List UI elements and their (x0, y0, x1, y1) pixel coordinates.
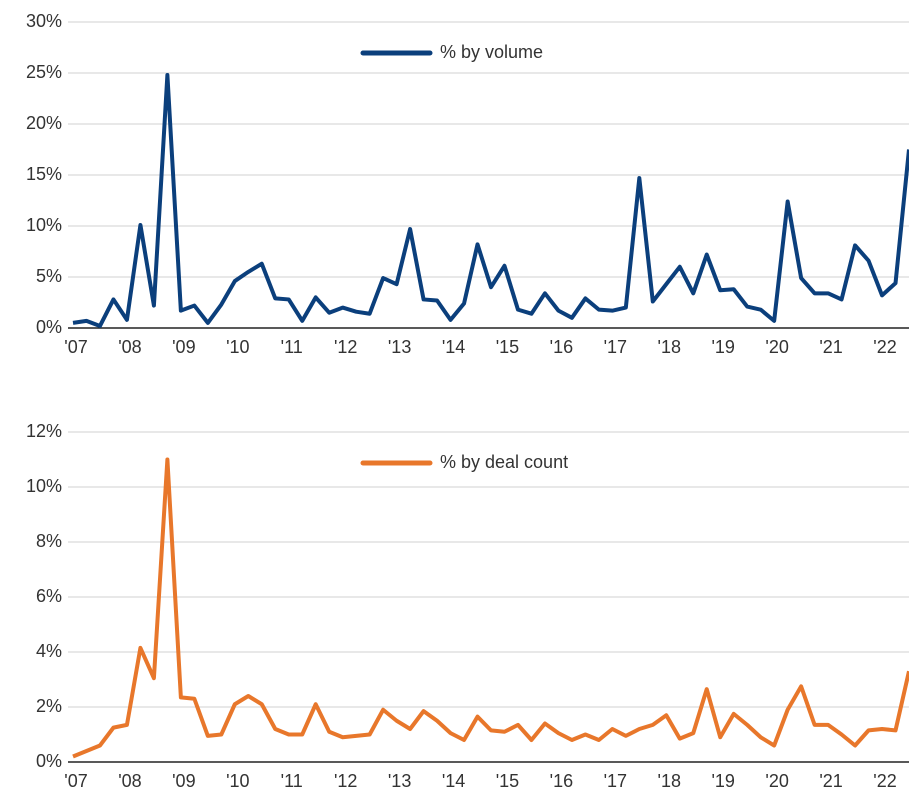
y-tick-label: 30% (26, 11, 62, 31)
x-tick-label: '15 (496, 337, 519, 357)
y-tick-label: 0% (36, 317, 62, 337)
x-tick-label: '21 (819, 337, 842, 357)
series-line (72, 73, 909, 328)
x-tick-label: '16 (550, 771, 573, 791)
x-tick-label: '10 (226, 771, 249, 791)
x-tick-label: '15 (496, 771, 519, 791)
x-tick-label: '10 (226, 337, 249, 357)
x-tick-label: '16 (550, 337, 573, 357)
x-tick-label: '09 (172, 771, 195, 791)
y-tick-label: 8% (36, 531, 62, 551)
x-tick-label: '09 (172, 337, 195, 357)
y-tick-label: 4% (36, 641, 62, 661)
y-tick-label: 0% (36, 751, 62, 771)
x-tick-label: '22 (873, 337, 896, 357)
x-tick-label: '19 (711, 771, 734, 791)
x-tick-label: '08 (118, 771, 141, 791)
series-line (72, 457, 909, 759)
x-tick-label: '14 (442, 771, 465, 791)
y-tick-label: 12% (26, 421, 62, 441)
x-tick-label: '08 (118, 337, 141, 357)
x-tick-label: '12 (334, 771, 357, 791)
x-tick-label: '12 (334, 337, 357, 357)
y-tick-label: 25% (26, 62, 62, 82)
x-tick-label: '22 (873, 771, 896, 791)
x-tick-label: '20 (765, 771, 788, 791)
y-tick-label: 15% (26, 164, 62, 184)
legend-label: % by deal count (440, 452, 568, 472)
y-tick-label: 5% (36, 266, 62, 286)
x-tick-label: '21 (819, 771, 842, 791)
x-tick-label: '11 (281, 771, 303, 791)
y-tick-label: 6% (36, 586, 62, 606)
y-tick-label: 10% (26, 476, 62, 496)
x-tick-label: '19 (711, 337, 734, 357)
x-tick-label: '17 (604, 337, 627, 357)
x-tick-label: '07 (64, 771, 87, 791)
x-tick-label: '17 (604, 771, 627, 791)
x-tick-label: '14 (442, 337, 465, 357)
y-tick-label: 20% (26, 113, 62, 133)
x-tick-label: '07 (64, 337, 87, 357)
x-tick-label: '13 (388, 337, 411, 357)
x-tick-label: '13 (388, 771, 411, 791)
x-tick-label: '11 (281, 337, 303, 357)
legend-label: % by volume (440, 42, 543, 62)
x-tick-label: '20 (765, 337, 788, 357)
x-tick-label: '18 (658, 771, 681, 791)
y-tick-label: 2% (36, 696, 62, 716)
x-tick-label: '18 (658, 337, 681, 357)
y-tick-label: 10% (26, 215, 62, 235)
